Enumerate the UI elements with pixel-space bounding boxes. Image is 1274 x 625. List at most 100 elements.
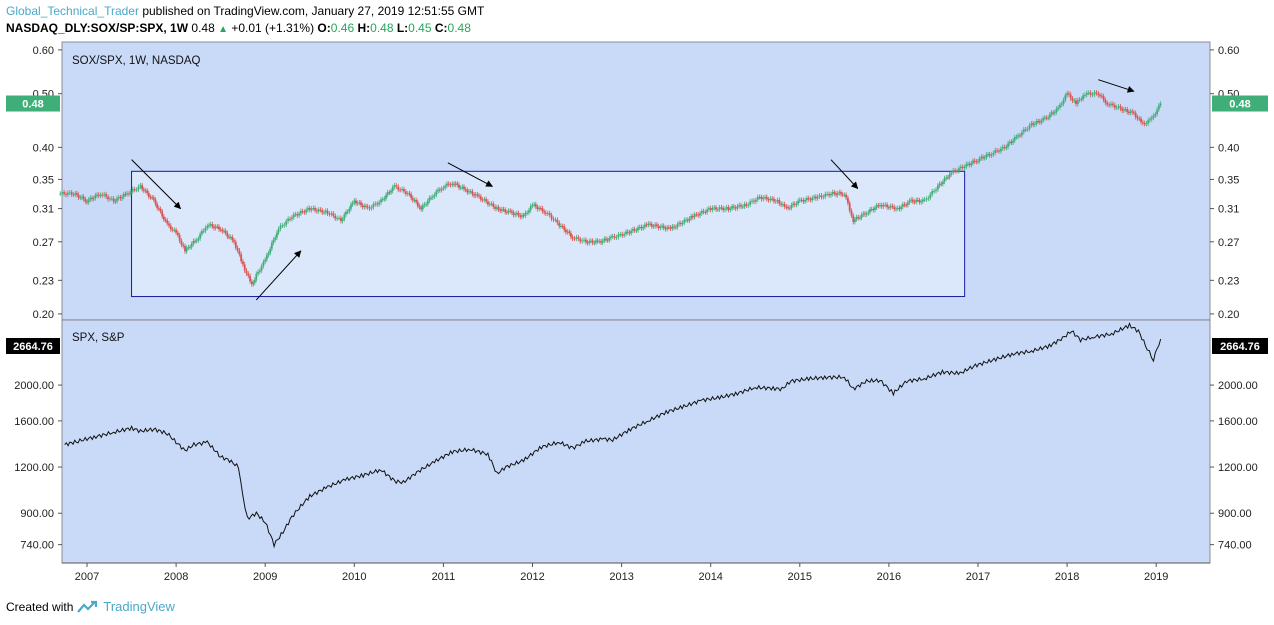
candle-body (645, 224, 648, 226)
candle (499, 207, 502, 214)
candle (538, 205, 541, 212)
candle (1022, 126, 1025, 135)
candle-body (1052, 112, 1055, 114)
candle-body (1028, 125, 1031, 129)
candle (507, 208, 510, 215)
candle-body (157, 208, 160, 210)
candle-body (967, 163, 969, 165)
publish-header: Global_Technical_Trader published on Tra… (6, 4, 484, 18)
candle-body (1126, 109, 1129, 112)
candle (77, 192, 80, 201)
candle (577, 234, 580, 242)
candle-body (507, 210, 510, 213)
candle-body (97, 194, 100, 196)
candle-body (1087, 92, 1090, 94)
candle-body (838, 192, 841, 194)
candle-body (654, 224, 657, 227)
candle-body (998, 150, 1000, 152)
candle (240, 251, 243, 264)
candle-body (180, 240, 183, 245)
candle (1110, 101, 1112, 108)
candle-body (729, 208, 732, 210)
candle (159, 206, 162, 214)
candle-body (299, 211, 302, 214)
candle (76, 190, 78, 198)
candle-body (700, 211, 703, 214)
candle (1091, 92, 1094, 98)
candle-body (816, 196, 819, 199)
candle-body (685, 219, 687, 221)
candle-body (146, 190, 149, 194)
candle (686, 217, 689, 224)
candle (283, 222, 286, 228)
candle (1067, 90, 1070, 97)
candle (351, 200, 354, 207)
candle-body (927, 198, 930, 200)
candle-body (686, 219, 689, 221)
candle (824, 191, 827, 200)
candle-body (1140, 118, 1142, 123)
tradingview-brand-link[interactable]: TradingView (103, 599, 175, 614)
top-pane-title: SOX/SPX, 1W, NASDAQ (72, 55, 201, 67)
candle (446, 181, 448, 189)
candle-body (644, 224, 646, 228)
candle (231, 234, 234, 243)
candle (1136, 114, 1139, 121)
candle (517, 210, 520, 218)
candle-body (351, 202, 354, 205)
candle-body (343, 214, 346, 220)
candle-body (326, 210, 329, 214)
candle-body (431, 196, 434, 198)
candle-body (1073, 100, 1076, 102)
candle-body (877, 205, 880, 207)
y-tick-left-label: 2000.00 (14, 380, 54, 392)
candle (133, 186, 136, 193)
candle-body (1033, 123, 1036, 125)
candle (195, 237, 198, 244)
candle (312, 205, 315, 212)
candle-body (575, 237, 578, 239)
candle-body (550, 215, 553, 219)
candle-body (731, 206, 733, 209)
candle (1157, 102, 1160, 112)
candle-body (345, 211, 347, 215)
candle-body (366, 206, 369, 208)
x-tick-label: 2008 (164, 571, 188, 583)
candle (548, 210, 551, 218)
candle (662, 223, 665, 231)
candle (372, 201, 375, 210)
candle-body (859, 217, 861, 219)
candle (131, 186, 134, 194)
candle-body (1149, 119, 1151, 121)
candle (478, 193, 480, 199)
candle (937, 183, 939, 193)
candle (194, 238, 196, 244)
candle-body (669, 227, 672, 229)
author-link[interactable]: Global_Technical_Trader (6, 4, 139, 18)
candle-body (1108, 104, 1111, 106)
spx-last-value-badge-left (6, 338, 60, 354)
candle-body (536, 206, 539, 210)
candle (267, 250, 270, 258)
candle (103, 191, 106, 198)
candle (218, 224, 220, 232)
candle (1082, 93, 1085, 102)
candle (874, 205, 876, 213)
candle (1128, 109, 1130, 116)
candle (683, 217, 686, 226)
candle-body (568, 231, 571, 234)
candle-body (970, 163, 973, 166)
candle (529, 203, 532, 213)
candle (197, 236, 200, 243)
candle (891, 203, 894, 210)
candle (982, 154, 984, 161)
candle (84, 196, 87, 204)
candle-body (72, 194, 75, 196)
candle-body (76, 193, 78, 195)
candle-body (541, 208, 544, 212)
candle (804, 197, 807, 205)
candle (1095, 89, 1098, 96)
candle-body (1152, 115, 1155, 118)
candle-body (421, 205, 424, 210)
candle-body (171, 229, 174, 231)
